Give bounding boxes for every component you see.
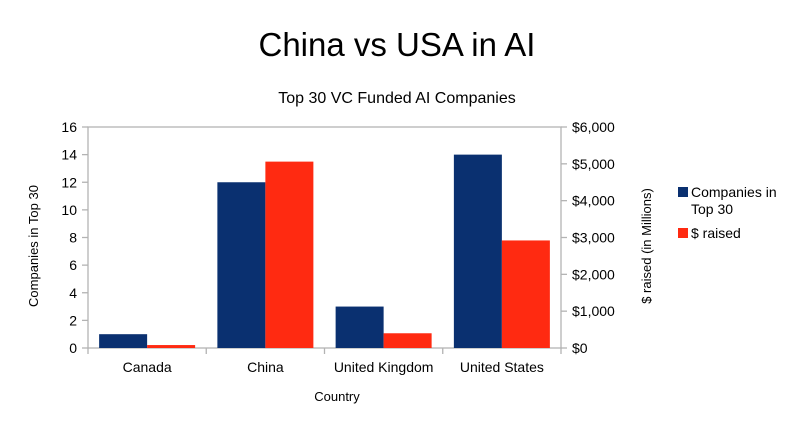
left-tick-label: 2 [69,312,77,328]
x-axis-title: Country [314,389,360,404]
bar-companies-united-states [453,154,502,348]
bar-raised-united-states [501,240,550,348]
left-tick-label: 0 [69,340,77,356]
right-tick-label: $0 [572,340,588,356]
left-axis-title: Companies in Top 30 [26,185,41,307]
right-tick-label: $4,000 [572,193,615,209]
left-axis-ticks: 0 2 4 6 8 10 12 14 16 [61,119,88,356]
legend: Companies in Top 30 $ raised [678,184,777,241]
right-axis-title: $ raised (in Millions) [639,188,654,304]
right-tick-label: $6,000 [572,119,615,135]
bar-companies-china [217,182,266,348]
category-label: China [247,359,284,375]
bars [99,154,550,348]
right-tick-label: $3,000 [572,230,615,246]
right-tick-label: $5,000 [572,156,615,172]
bar-raised-united-kingdom [383,333,432,348]
bar-raised-canada [147,345,196,348]
chart-title: China vs USA in AI [259,26,536,63]
right-axis-ticks: $0 $1,000 $2,000 $3,000 $4,000 $5,000 $6,000 [561,119,615,356]
chart-subtitle: Top 30 VC Funded AI Companies [278,90,515,107]
bar-companies-canada [99,334,148,348]
category-label: Canada [123,359,172,375]
left-tick-label: 16 [61,119,77,135]
left-tick-label: 4 [69,285,77,301]
category-label: United Kingdom [334,359,434,375]
category-label: United States [460,359,544,375]
bar-raised-china [265,161,314,348]
category-labels: Canada China United Kingdom United States [87,348,562,375]
left-tick-label: 10 [61,202,77,218]
left-tick-label: 14 [61,147,77,163]
legend-label-companies: Companies in Top 30 [691,184,777,217]
left-tick-label: 6 [69,257,77,273]
right-tick-label: $2,000 [572,266,615,282]
bar-companies-united-kingdom [335,306,384,348]
left-tick-label: 8 [69,230,77,246]
legend-label-raised: $ raised [691,225,741,241]
left-tick-label: 12 [61,174,77,190]
legend-swatch-companies [678,187,688,197]
right-tick-label: $1,000 [572,303,615,319]
legend-swatch-raised [678,228,688,238]
